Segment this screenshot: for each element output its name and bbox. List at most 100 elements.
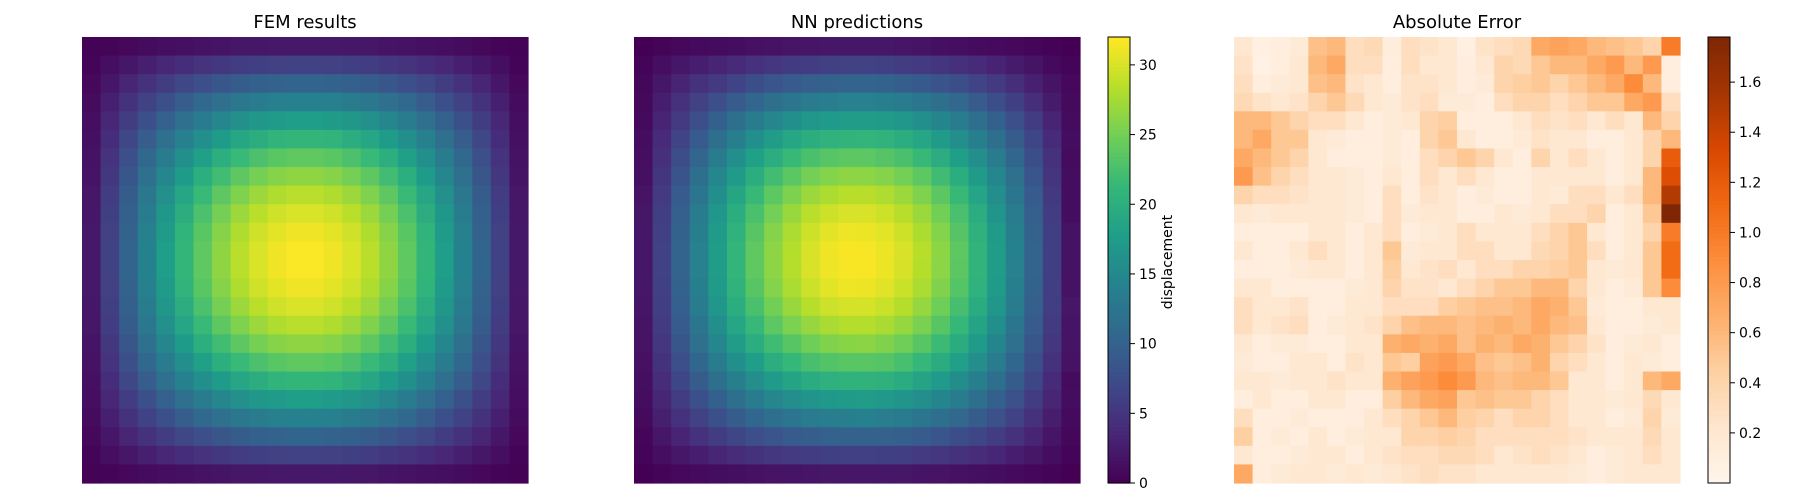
heatmap-cell <box>1587 390 1607 410</box>
heatmap-cell <box>472 111 492 131</box>
heatmap-cell <box>1326 55 1347 75</box>
heatmap-cell <box>1568 241 1588 261</box>
heatmap-cell <box>745 352 765 373</box>
heatmap-cell <box>1024 371 1044 391</box>
heatmap-cell <box>764 297 784 317</box>
colorbar-error-band <box>1708 323 1730 328</box>
heatmap-cell <box>193 148 213 168</box>
heatmap-cell <box>323 297 343 317</box>
heatmap-cell <box>230 241 250 261</box>
heatmap-cell <box>305 260 325 280</box>
heatmap-cell <box>801 297 821 317</box>
heatmap-cell <box>1605 297 1625 317</box>
heatmap-cell <box>1024 408 1044 428</box>
heatmap-cell <box>230 352 250 373</box>
heatmap-cell <box>435 408 455 428</box>
colorbar-error-band <box>1708 100 1730 105</box>
heatmap-cell <box>397 204 418 224</box>
heatmap-cell <box>230 129 250 150</box>
heatmap-cell <box>1345 74 1365 94</box>
heatmap-cell <box>1438 55 1458 75</box>
heatmap-cell <box>174 278 195 298</box>
heatmap-cell <box>490 111 511 131</box>
heatmap-cell <box>82 352 102 373</box>
heatmap-cell <box>1661 390 1681 410</box>
heatmap-cell <box>1512 260 1532 280</box>
heatmap-cell <box>894 260 914 280</box>
heatmap-cell <box>1494 315 1514 335</box>
colorbar-displacement-band <box>1108 178 1130 183</box>
heatmap-cell <box>931 408 951 428</box>
heatmap-cell <box>342 111 362 131</box>
heatmap-cell <box>416 92 436 112</box>
heatmap-cell <box>416 167 436 187</box>
colorbar-error-band <box>1708 92 1730 98</box>
heatmap-cell <box>894 371 914 391</box>
heatmap-cell <box>745 185 765 205</box>
heatmap-cell <box>1271 204 1291 224</box>
heatmap-cell <box>490 278 511 298</box>
heatmap-cell <box>1587 37 1607 57</box>
heatmap-cell <box>100 204 120 224</box>
heatmap-cell <box>1568 278 1588 298</box>
colorbar-error-band <box>1708 189 1730 194</box>
heatmap-cell <box>1401 334 1421 354</box>
colorbar-displacement-band <box>1108 222 1130 228</box>
heatmap-cell <box>100 92 120 112</box>
colorbar-displacement-band <box>1108 196 1130 202</box>
heatmap-cell <box>1624 352 1644 373</box>
heatmap-cell <box>726 92 747 112</box>
heatmap-cell <box>1345 260 1365 280</box>
heatmap-cell <box>1271 464 1291 484</box>
heatmap-cell <box>360 129 380 150</box>
heatmap-cell <box>1494 92 1514 112</box>
heatmap-cell <box>1364 315 1384 335</box>
heatmap-cell <box>671 352 691 373</box>
colorbar-error-band <box>1708 167 1730 172</box>
heatmap-cell <box>342 297 362 317</box>
heatmap-cell <box>931 334 951 354</box>
colorbar-error-band <box>1708 85 1730 90</box>
heatmap-cell <box>1512 445 1532 466</box>
heatmap-cell <box>1661 74 1681 94</box>
heatmap-cell <box>1252 297 1272 317</box>
heatmap-cell <box>1308 278 1328 298</box>
heatmap-cell <box>1605 334 1625 354</box>
heatmap-cell <box>726 185 747 205</box>
heatmap-cell <box>416 408 436 428</box>
heatmap-cell <box>1549 408 1570 428</box>
heatmap-cell <box>875 334 895 354</box>
heatmap-cell <box>360 74 380 94</box>
heatmap-cell <box>801 167 821 187</box>
heatmap-cell <box>397 390 418 410</box>
colorbar-error-band <box>1708 449 1730 454</box>
heatmap-cell <box>671 315 691 335</box>
heatmap-cell <box>174 427 195 447</box>
heatmap-cell <box>1531 204 1551 224</box>
heatmap-cell <box>801 185 821 205</box>
heatmap-cell <box>1042 390 1063 410</box>
heatmap-cell <box>949 371 970 391</box>
heatmap-cell <box>857 445 877 466</box>
heatmap-cell <box>509 334 529 354</box>
heatmap-cell <box>1382 167 1402 187</box>
heatmap-cell <box>857 185 877 205</box>
heatmap-cell <box>267 185 288 205</box>
heatmap-cell <box>435 167 455 187</box>
heatmap-cell <box>968 352 988 373</box>
heatmap-cell <box>819 92 840 112</box>
heatmap-cell <box>193 37 213 57</box>
heatmap-cell <box>453 408 473 428</box>
heatmap-cell <box>156 37 176 57</box>
heatmap-cell <box>912 74 932 94</box>
heatmap-cell <box>1289 445 1309 466</box>
heatmap-cell <box>671 37 691 57</box>
heatmap-cell <box>1494 278 1514 298</box>
heatmap-cell <box>1382 352 1402 373</box>
heatmap-cell <box>1024 74 1044 94</box>
heatmap-cell <box>1642 74 1663 94</box>
heatmap-cell <box>1024 352 1044 373</box>
heatmap-cell <box>931 37 951 57</box>
heatmap-cell <box>472 222 492 243</box>
heatmap-cell <box>1419 222 1440 243</box>
